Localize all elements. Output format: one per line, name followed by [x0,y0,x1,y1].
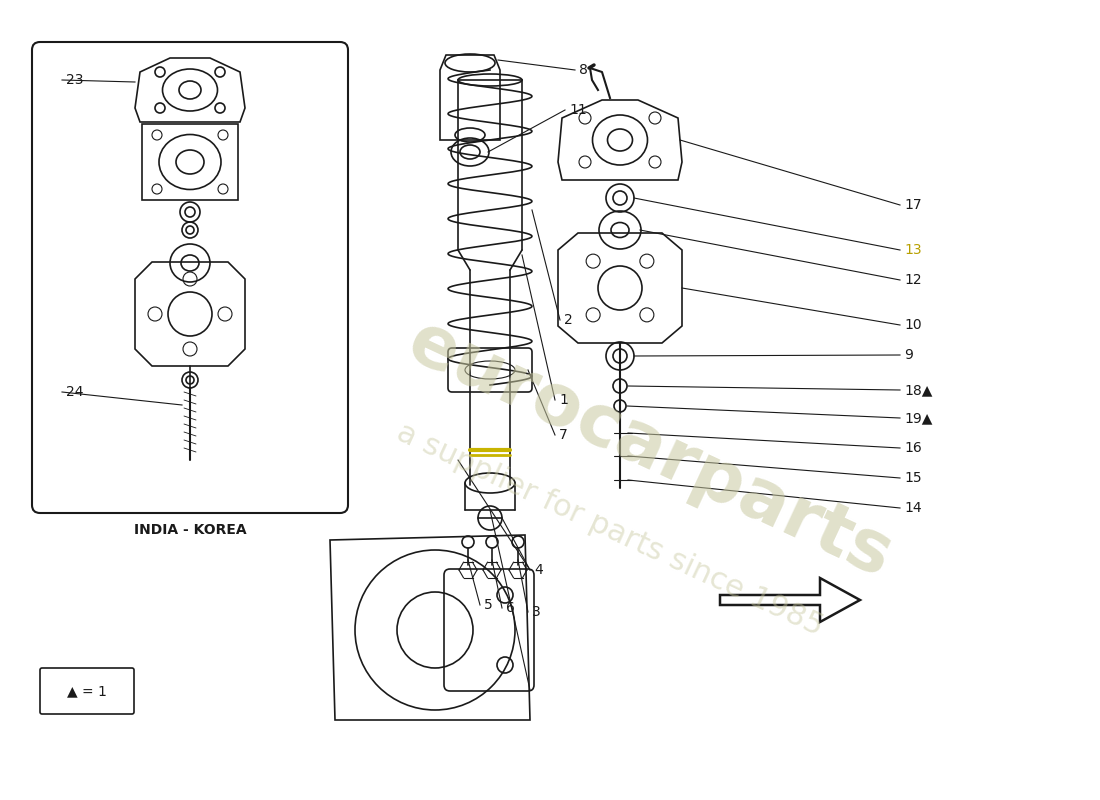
Text: 1: 1 [559,393,568,407]
Text: 23: 23 [66,73,84,87]
Text: 14: 14 [904,501,922,515]
Text: 18▲: 18▲ [904,383,933,397]
Text: INDIA - KOREA: INDIA - KOREA [134,523,246,537]
Text: 2: 2 [564,313,573,327]
Text: 16: 16 [904,441,922,455]
Text: 19▲: 19▲ [904,411,933,425]
Text: a supplier for parts since 1985: a supplier for parts since 1985 [392,418,828,642]
Text: 15: 15 [904,471,922,485]
Text: 12: 12 [904,273,922,287]
Text: 7: 7 [559,428,568,442]
Text: eurocarparts: eurocarparts [397,307,903,593]
Text: 13: 13 [904,243,922,257]
Text: 5: 5 [484,598,493,612]
Text: 6: 6 [506,601,515,615]
Text: 11: 11 [569,103,586,117]
Text: 3: 3 [532,605,541,619]
Text: 17: 17 [904,198,922,212]
Text: ▲ = 1: ▲ = 1 [67,684,107,698]
Text: 8: 8 [579,63,587,77]
Text: 9: 9 [904,348,913,362]
Text: 24: 24 [66,385,84,399]
Text: 4: 4 [534,563,542,577]
Text: 10: 10 [904,318,922,332]
